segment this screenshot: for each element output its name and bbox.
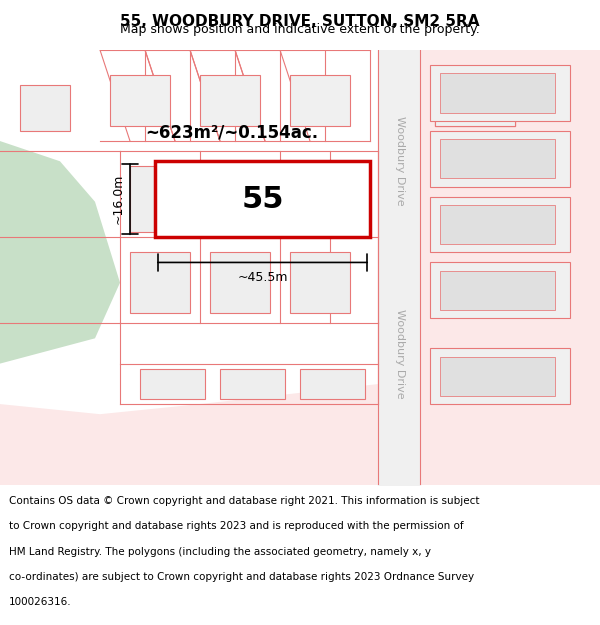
Text: Contains OS data © Crown copyright and database right 2021. This information is : Contains OS data © Crown copyright and d… [9,496,479,506]
Text: Woodbury Drive: Woodbury Drive [395,116,405,206]
Bar [440,205,555,244]
Text: ~623m²/~0.154ac.: ~623m²/~0.154ac. [145,123,318,141]
Text: ~16.0m: ~16.0m [112,174,125,224]
Bar [130,166,190,232]
Polygon shape [0,141,120,364]
Text: 100026316.: 100026316. [9,597,71,607]
Bar [300,369,365,399]
Bar [130,253,190,313]
Bar [435,70,515,126]
Text: 55: 55 [241,185,284,214]
Bar [155,161,370,237]
Bar [430,262,570,318]
Bar [210,166,270,232]
Bar [430,131,570,187]
Polygon shape [380,50,600,485]
Bar [440,73,555,112]
Bar [430,65,570,121]
Bar [110,75,170,126]
Bar [440,356,555,396]
Bar [435,70,515,126]
Text: Map shows position and indicative extent of the property.: Map shows position and indicative extent… [120,23,480,36]
Bar [430,348,570,404]
Bar [435,70,515,126]
Bar [200,75,260,126]
Text: to Crown copyright and database rights 2023 and is reproduced with the permissio: to Crown copyright and database rights 2… [9,521,464,531]
Bar [140,369,205,399]
Text: ~45.5m: ~45.5m [237,271,288,284]
Bar [290,75,350,126]
Polygon shape [0,364,600,485]
Bar [220,369,285,399]
Bar [440,271,555,310]
Bar [440,139,555,179]
Bar [210,253,270,313]
Text: co-ordinates) are subject to Crown copyright and database rights 2023 Ordnance S: co-ordinates) are subject to Crown copyr… [9,572,474,582]
Bar [290,166,350,232]
Text: HM Land Registry. The polygons (including the associated geometry, namely x, y: HM Land Registry. The polygons (includin… [9,547,431,557]
Bar [430,197,570,252]
Bar [20,86,70,131]
Text: Woodbury Drive: Woodbury Drive [395,309,405,398]
Bar [290,253,350,313]
Text: 55, WOODBURY DRIVE, SUTTON, SM2 5RA: 55, WOODBURY DRIVE, SUTTON, SM2 5RA [120,14,480,29]
